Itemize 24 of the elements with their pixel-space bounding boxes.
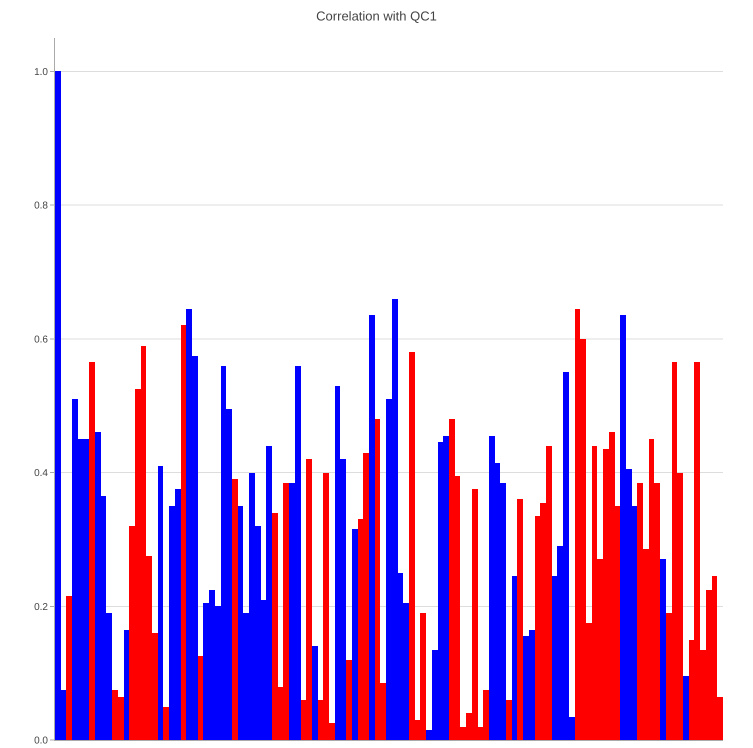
bar [346, 660, 352, 740]
bar [89, 362, 95, 740]
bar [163, 707, 169, 740]
bar [124, 630, 129, 740]
bar [517, 499, 523, 740]
bar [198, 656, 203, 740]
bar [506, 700, 512, 740]
y-tick-label: 0.4 [34, 468, 48, 480]
y-tick-label: 0.8 [34, 200, 48, 212]
bar [158, 466, 163, 740]
chart-title: Correlation with QC1 [316, 8, 437, 24]
bar [683, 676, 689, 740]
bar [181, 325, 186, 740]
bar [352, 529, 358, 740]
y-tick-label: 0.0 [34, 736, 48, 746]
bar [660, 559, 666, 740]
y-tick-label: 0.2 [34, 602, 48, 613]
bar [512, 576, 517, 740]
bar [312, 646, 318, 740]
bar [66, 596, 72, 740]
y-tick-label: 0.6 [34, 334, 48, 346]
y-tick-label: 1.0 [34, 66, 48, 78]
bar [232, 479, 238, 740]
bar [369, 315, 375, 740]
